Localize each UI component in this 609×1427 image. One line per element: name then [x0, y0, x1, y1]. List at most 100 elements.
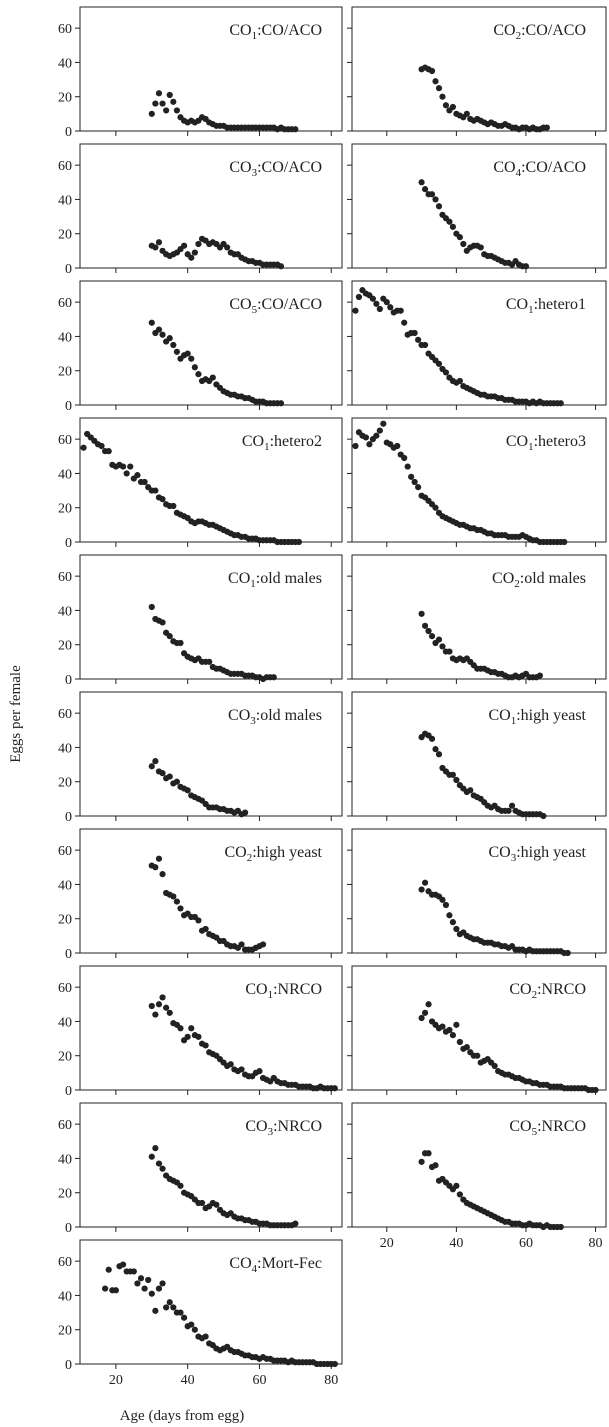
y-tick-label: 0: [65, 673, 72, 688]
data-point: [446, 218, 453, 225]
panel-frame: [79, 143, 343, 269]
panel-title-suffix: :high yeast: [252, 844, 322, 861]
data-point: [270, 674, 277, 681]
data-point: [592, 1086, 599, 1094]
panel-title-prefix: CO: [229, 1255, 251, 1272]
panel-frame: [351, 554, 607, 680]
panel-title-subscript: 2: [514, 578, 520, 590]
data-point: [155, 239, 163, 246]
data-point: [418, 1158, 425, 1165]
data-point: [421, 1009, 429, 1016]
data-point: [159, 496, 166, 503]
y-tick-label: 60: [58, 433, 72, 448]
panel-title: CO3:NRCO: [245, 1118, 322, 1138]
panel-title-subscript: 4: [516, 167, 522, 179]
data-point: [463, 1044, 470, 1051]
data-point: [432, 78, 439, 85]
data-point: [561, 538, 568, 546]
panel-title: CO3:high yeast: [489, 844, 587, 864]
data-point: [159, 770, 166, 777]
panel-frame: [79, 1239, 343, 1365]
panel-frame: [79, 417, 343, 543]
data-point: [387, 304, 394, 311]
data-point: [152, 758, 159, 765]
data-point: [439, 896, 446, 903]
panel-15: 0 20 40 60 CO1:NRCO: [58, 965, 343, 1099]
panel-title-suffix: :NRCO: [537, 1118, 586, 1135]
panel-title-suffix: :NRCO: [537, 981, 586, 998]
y-tick-label: 40: [58, 1152, 72, 1167]
data-point: [442, 901, 450, 909]
data-point: [331, 1360, 338, 1368]
data-point: [155, 855, 163, 862]
data-point: [123, 470, 130, 477]
data-point: [505, 807, 512, 814]
panel-title-suffix: :CO/ACO: [521, 159, 586, 176]
data-point: [435, 203, 443, 210]
data-point: [163, 107, 170, 114]
panel-title-subscript: 3: [252, 167, 258, 179]
data-point: [166, 91, 173, 99]
x-tick-label: 60: [519, 1236, 533, 1251]
x-tick-label: 40: [181, 1373, 195, 1388]
panel-title-suffix: :old males: [256, 707, 322, 724]
panel-title-prefix: CO: [509, 1118, 531, 1135]
y-tick-label: 60: [58, 1118, 72, 1133]
data-point: [376, 427, 383, 434]
panel-title-prefix: CO: [225, 844, 247, 861]
data-point: [425, 1150, 432, 1157]
data-point: [456, 1038, 463, 1046]
data-point: [184, 350, 191, 357]
data-point: [152, 864, 159, 871]
data-point: [195, 917, 202, 924]
panel-frame: [79, 965, 343, 1091]
panel-title-subscript: 4: [252, 1263, 258, 1275]
panel-title-subscript: 1: [252, 30, 258, 42]
data-point: [256, 1068, 263, 1075]
panel-3: 0 20 40 60 CO3:CO/ACO: [58, 143, 343, 277]
data-point: [170, 341, 177, 349]
data-point: [166, 1299, 173, 1306]
y-tick-label: 0: [65, 810, 72, 825]
data-point: [421, 186, 429, 193]
data-point: [137, 1275, 145, 1282]
panel-title: CO2:NRCO: [509, 981, 586, 1001]
panel-title-suffix: :hetero3: [534, 433, 586, 450]
y-tick-label: 0: [65, 536, 72, 551]
data-point: [449, 223, 457, 230]
data-point: [159, 619, 166, 626]
panel-title: CO1:CO/ACO: [229, 22, 322, 42]
panel-title-suffix: :old males: [520, 570, 586, 587]
data-point: [173, 778, 181, 785]
panel-title-prefix: CO: [493, 159, 515, 176]
y-tick-label: 40: [58, 1015, 72, 1030]
y-tick-label: 0: [65, 399, 72, 414]
x-tick-label: 20: [109, 1373, 123, 1388]
panel-19: 0 20 40 60 CO4:Mort-Fec 20 40 60 80: [58, 1239, 343, 1388]
data-point: [112, 1287, 119, 1294]
panel-title-subscript: 3: [511, 852, 517, 864]
data-point: [536, 672, 543, 679]
data-point: [428, 191, 436, 198]
data-point: [191, 249, 198, 256]
panel-frame: [351, 965, 607, 1091]
panel-frame: [351, 417, 607, 543]
data-point: [432, 196, 439, 203]
data-point: [166, 335, 173, 342]
y-tick-label: 0: [65, 1221, 72, 1236]
panel-title: CO1:hetero3: [506, 433, 586, 453]
data-point: [152, 1307, 159, 1314]
panel-title-subscript: 1: [268, 989, 274, 1001]
data-point: [446, 648, 453, 655]
data-point: [442, 102, 450, 109]
panel-title-suffix: :CO/ACO: [257, 22, 322, 39]
panel-1: 0 20 40 60 CO1:CO/ACO: [58, 6, 343, 140]
y-tick-label: 20: [58, 1050, 72, 1065]
y-tick-label: 60: [58, 570, 72, 585]
data-point: [80, 444, 87, 451]
panel-14: CO3:high yeast: [347, 828, 607, 958]
data-point: [418, 1014, 425, 1022]
data-point: [145, 1276, 152, 1284]
data-point: [152, 100, 159, 107]
panel-title-prefix: CO: [229, 159, 251, 176]
